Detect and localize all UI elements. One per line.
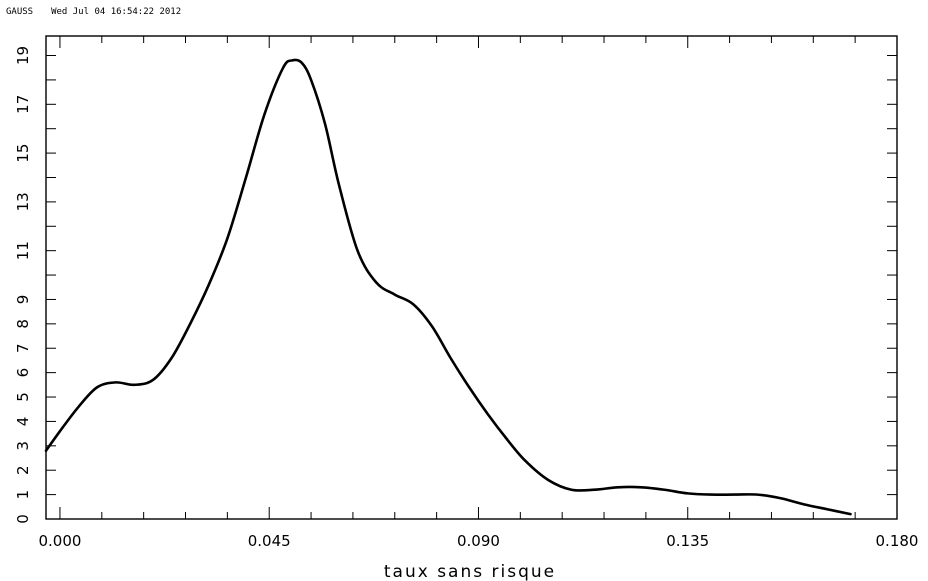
y-tick-label: 7 xyxy=(14,343,32,353)
y-tick-label: 1 xyxy=(14,490,32,500)
x-tick-label: 0.045 xyxy=(248,532,291,550)
x-tick-labels: 0.000 0.045 0.090 0.135 0.180 xyxy=(38,532,918,550)
x-tick-label: 0.135 xyxy=(666,532,709,550)
program-name: GAUSS xyxy=(6,7,34,17)
y-tick-label: 9 xyxy=(14,295,32,305)
y-tick-label: 17 xyxy=(14,95,32,114)
x-tick-label: 0.180 xyxy=(876,532,919,550)
y-tick-label: 15 xyxy=(14,144,32,163)
y-tick-label: 13 xyxy=(14,192,32,211)
y-tick-label: 0 xyxy=(14,514,32,524)
y-tick-label: 8 xyxy=(14,319,32,329)
y-tick-label: 19 xyxy=(14,46,32,65)
x-minor-ticks xyxy=(59,36,898,519)
y-tick-label: 2 xyxy=(14,465,32,475)
y-tick-labels: 0 1 2 3 4 5 6 7 8 9 11 13 15 17 19 xyxy=(14,46,32,524)
series-line xyxy=(44,58,852,516)
timestamp: Wed Jul 04 16:54:22 2012 xyxy=(51,7,182,17)
x-axis-title: taux sans risque xyxy=(384,562,556,581)
y-tick-label: 11 xyxy=(14,241,32,260)
y-minor-ticks xyxy=(46,55,897,520)
x-tick-label: 0.000 xyxy=(38,532,81,550)
plot-frame xyxy=(45,35,898,520)
y-tick-label: 3 xyxy=(14,441,32,451)
x-tick-label: 0.090 xyxy=(457,532,500,550)
plot-header: GAUSS Wed Jul 04 16:54:22 2012 xyxy=(6,7,199,17)
y-tick-label: 6 xyxy=(14,368,32,378)
y-tick-label: 5 xyxy=(14,392,32,402)
y-tick-label: 4 xyxy=(14,417,32,427)
